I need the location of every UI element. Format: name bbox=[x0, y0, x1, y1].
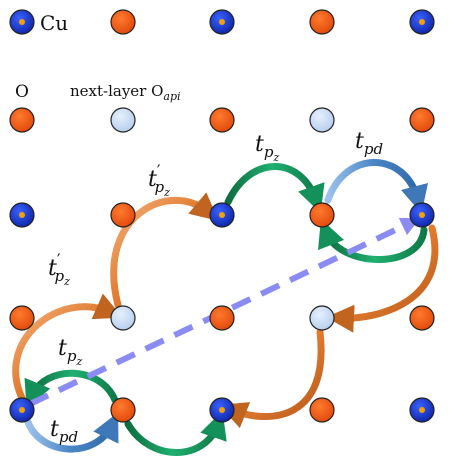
label-tpz-prime-upper: t′ pz bbox=[148, 161, 170, 199]
tpz-arrow-lower-green-2 bbox=[124, 410, 227, 456]
z-subsub: z bbox=[63, 275, 70, 288]
o-atom bbox=[309, 9, 335, 35]
label-tpd-lower: tpd bbox=[50, 417, 78, 446]
orange-arrow-right bbox=[326, 224, 439, 333]
cu-atom bbox=[9, 9, 35, 35]
o-atom bbox=[309, 397, 335, 423]
pd-sub: pd bbox=[364, 140, 383, 158]
tpz-prime-arrow-lower bbox=[12, 293, 123, 402]
tpz-arrow-top-green bbox=[224, 163, 325, 214]
tpz-arrow-top-green-return bbox=[318, 218, 428, 263]
t-prime: ′ bbox=[57, 250, 61, 269]
o-atom bbox=[9, 305, 35, 331]
o-atom bbox=[409, 305, 435, 331]
o-atom bbox=[9, 107, 35, 133]
legend-o-label: O bbox=[15, 82, 29, 102]
o-api-atom bbox=[110, 107, 136, 133]
o-atom bbox=[110, 202, 136, 228]
o-atom bbox=[409, 107, 435, 133]
cu-atom bbox=[409, 202, 435, 228]
pd-sub: pd bbox=[59, 428, 78, 446]
label-tpz-lower: tpz bbox=[58, 336, 82, 368]
label-tpz-prime-lower: t′ pz bbox=[48, 250, 70, 288]
t-main: t bbox=[58, 336, 67, 361]
p-sub: p bbox=[154, 178, 164, 196]
o-api-atom bbox=[110, 305, 136, 331]
o-atom bbox=[309, 202, 335, 228]
z-subsub: z bbox=[272, 151, 279, 164]
legend-cu-label: Cu bbox=[40, 11, 68, 35]
tpd-arrow-top-blue bbox=[324, 159, 429, 214]
cu-atom bbox=[409, 9, 435, 35]
p-sub: p bbox=[67, 347, 77, 365]
o-api-atom bbox=[309, 107, 335, 133]
cu-atom bbox=[9, 397, 35, 423]
p-sub: p bbox=[264, 143, 274, 161]
t-main: t bbox=[255, 132, 264, 157]
o-atom bbox=[209, 107, 235, 133]
t-main: t bbox=[50, 417, 59, 442]
o-api-atom bbox=[309, 305, 335, 331]
label-tpd-top: tpd bbox=[355, 129, 383, 158]
tpz-arrow-lower-green bbox=[24, 369, 119, 409]
o-atom bbox=[209, 305, 235, 331]
orange-arrow-lower bbox=[218, 328, 325, 429]
tpz-prime-arrow-upper bbox=[110, 192, 219, 309]
tpd-arrow-lower-blue bbox=[24, 412, 119, 453]
t-prime: ′ bbox=[157, 161, 161, 180]
cu-atom bbox=[409, 397, 435, 423]
z-subsub: z bbox=[75, 355, 82, 368]
o-atom bbox=[110, 397, 136, 423]
cu-atom bbox=[209, 202, 235, 228]
next-layer-sub: api bbox=[163, 90, 180, 103]
atom-grid bbox=[9, 9, 435, 423]
label-tpz-top: tpz bbox=[255, 132, 279, 164]
legend-next-layer-label: next-layer Oapi bbox=[70, 82, 181, 103]
hopping-arrows bbox=[12, 159, 439, 456]
next-layer-prefix: next-layer O bbox=[70, 82, 163, 100]
cu-atom bbox=[9, 202, 35, 228]
cu-atom bbox=[209, 397, 235, 423]
z-subsub: z bbox=[163, 186, 170, 199]
t-main: t bbox=[148, 167, 157, 192]
t-main: t bbox=[48, 256, 57, 281]
cu-atom bbox=[209, 9, 235, 35]
p-sub: p bbox=[54, 267, 64, 285]
t-main: t bbox=[355, 129, 364, 154]
o-atom bbox=[110, 9, 136, 35]
